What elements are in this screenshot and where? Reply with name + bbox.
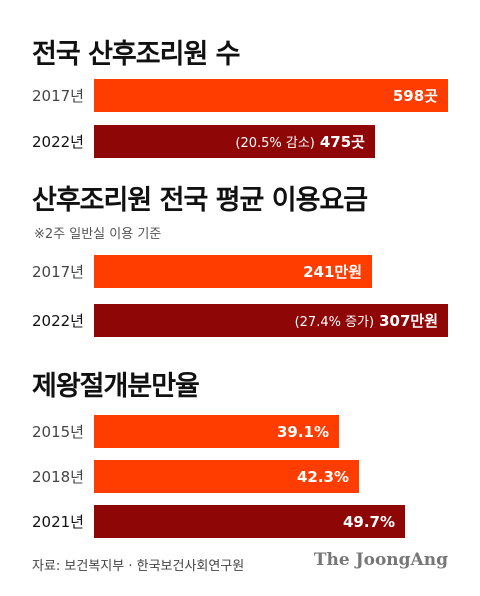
change-note: (27.4% 증가) — [294, 315, 375, 330]
category-label: 2022년 — [32, 312, 84, 330]
bar: 42.3% — [94, 460, 359, 493]
bar-row: 2015년 39.1% — [0, 412, 480, 452]
category-label: 2018년 — [32, 468, 84, 486]
bar-row: 2018년 42.3% — [0, 457, 480, 497]
bar-row: 2017년 598곳 — [0, 76, 480, 116]
bar-row: 2022년 (20.5% 감소) 475곳 — [0, 122, 480, 162]
category-label: 2017년 — [32, 263, 84, 281]
chart-title: 제왕절개분만율 — [32, 371, 200, 402]
category-label: 2017년 — [32, 87, 84, 105]
chart-title: 전국 산후조리원 수 — [32, 39, 241, 70]
publisher-logo: The JoongAng — [313, 550, 448, 570]
chart-title: 산후조리원 전국 평균 이용요금 — [32, 185, 368, 216]
bar-row: 2022년 (27.4% 증가) 307만원 — [0, 301, 480, 341]
bar: 241만원 — [94, 255, 372, 288]
data-label: 241만원 — [303, 263, 362, 281]
category-label: 2022년 — [32, 133, 84, 151]
bar: 49.7% — [94, 505, 405, 538]
bar: (27.4% 증가) 307만원 — [94, 304, 448, 337]
category-label: 2021년 — [32, 513, 84, 531]
bar: (20.5% 감소) 475곳 — [94, 125, 375, 158]
bar-row: 2017년 241만원 — [0, 252, 480, 292]
source-note: 자료: 보건복지부 · 한국보건사회연구원 — [32, 559, 245, 574]
bar: 598곳 — [94, 79, 448, 112]
data-label: 598곳 — [392, 87, 438, 105]
data-label: 49.7% — [342, 512, 395, 531]
category-label: 2015년 — [32, 423, 84, 441]
data-label: 39.1% — [276, 422, 329, 441]
chart-subtitle: ※2주 일반실 이용 기준 — [34, 227, 162, 242]
change-note: (20.5% 감소) — [235, 136, 315, 151]
data-label: 42.3% — [296, 467, 349, 486]
bar: 39.1% — [94, 415, 339, 448]
data-label: 307만원 — [379, 312, 438, 330]
bar-row: 2021년 49.7% — [0, 502, 480, 542]
data-label: 475곳 — [319, 133, 365, 151]
